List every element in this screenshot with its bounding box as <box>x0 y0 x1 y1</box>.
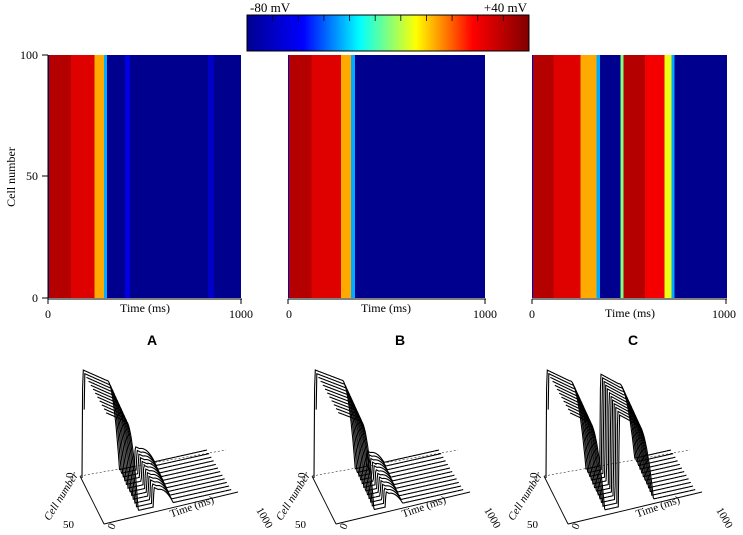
waterfall-panel-a: Cell number 0 50 Time (ms) 0 1000 <box>42 369 275 531</box>
heatmap-panel-a: 0 1000 Time (ms) <box>42 54 253 321</box>
heatmap-c-x-tick-label-1000: 1000 <box>712 307 736 321</box>
y-axis-label: Cell number <box>4 147 18 207</box>
waterfall-back-baseline <box>311 449 459 477</box>
heatmap-b-x-axis-label: Time (ms) <box>361 301 411 315</box>
waterfall-panel-b: Cell number 0 50 Time (ms) 0 1000 <box>274 369 503 531</box>
waterfall-trace <box>315 372 442 474</box>
waterfall-panel-c: Cell number 0 50 Time (ms) 0 1000 <box>506 369 735 531</box>
heatmap-b-x-tick-label-1000: 1000 <box>473 307 497 321</box>
panel-label-c: C <box>628 332 638 348</box>
waterfall-cell-axis <box>311 475 337 525</box>
waterfall-trace <box>86 376 212 478</box>
waterfall-b-cell-tick-0: 0 <box>296 472 308 478</box>
waterfall-trace <box>324 388 451 488</box>
waterfall-b-time-tick-1000: 1000 <box>481 506 503 531</box>
heatmap-a-fill <box>48 55 241 298</box>
waterfall-trace <box>550 376 676 478</box>
waterfall-c-time-tick-1000: 1000 <box>713 506 735 531</box>
colorbar-gradient <box>246 14 530 52</box>
waterfall-time-axis <box>335 491 471 525</box>
heatmap-a-x-axis-label: Time (ms) <box>120 301 170 315</box>
waterfall-trace <box>322 384 448 485</box>
waterfall-trace <box>81 369 208 479</box>
y-tick-label-100: 100 <box>20 48 38 62</box>
y-tick-label-50: 50 <box>26 169 38 183</box>
waterfall-trace <box>552 380 678 481</box>
colorbar-ticks <box>272 15 504 21</box>
waterfall-a-time-tick-1000: 1000 <box>253 506 275 531</box>
waterfall-b-time-tick-0: 0 <box>338 521 351 531</box>
waterfall-a-cell-tick-0: 0 <box>64 472 76 478</box>
waterfall-trace <box>547 372 674 474</box>
heatmap-c-fill <box>532 55 727 298</box>
waterfall-back-baseline <box>79 449 227 477</box>
panel-label-a: A <box>147 332 157 348</box>
waterfall-time-axis <box>103 491 239 525</box>
waterfall-cell-axis <box>79 475 105 525</box>
waterfall-back-baseline <box>543 449 691 477</box>
heatmap-a-x-tick-label-1000: 1000 <box>229 307 253 321</box>
waterfall-a-traces <box>79 369 239 525</box>
waterfall-c-cell-tick-0: 0 <box>528 472 540 478</box>
heatmap-b-x-tick-label-0: 0 <box>286 307 292 321</box>
waterfall-trace <box>320 380 446 481</box>
waterfall-c-time-tick-0: 0 <box>570 521 583 531</box>
heatmap-c-x-axis-label: Time (ms) <box>605 306 655 320</box>
waterfall-a-time-tick-0: 0 <box>106 521 119 531</box>
colorbar-max-label: +40 mV <box>484 0 528 15</box>
colorbar-min-label: -80 mV <box>250 0 291 15</box>
heatmap-b-fill <box>288 55 485 298</box>
waterfall-b-cell-tick-50: 50 <box>295 519 307 531</box>
heatmap-a-x-tick-label-0: 0 <box>45 307 51 321</box>
waterfall-trace <box>83 372 210 474</box>
heatmap-panel-c: 0 1000 Time (ms) <box>529 55 736 321</box>
waterfall-trace <box>318 376 444 477</box>
waterfall-trace <box>313 369 440 479</box>
panel-label-b: B <box>395 332 405 348</box>
waterfall-trace <box>92 388 219 489</box>
waterfall-time-axis <box>567 491 703 525</box>
waterfall-c-traces <box>543 369 703 525</box>
waterfall-trace <box>554 384 680 485</box>
waterfall-a-cell-tick-50: 50 <box>63 519 75 531</box>
waterfall-trace <box>88 380 214 482</box>
waterfall-cell-axis <box>543 475 569 525</box>
waterfall-c-cell-tick-50: 50 <box>527 519 539 531</box>
heatmap-panel-b: 0 1000 Time (ms) <box>286 55 497 321</box>
waterfall-b-traces <box>311 369 471 525</box>
y-tick-label-0: 0 <box>32 291 38 305</box>
colorbar: -80 mV +40 mV <box>246 0 530 52</box>
waterfall-trace <box>545 369 672 479</box>
heatmap-c-x-tick-label-0: 0 <box>529 307 535 321</box>
